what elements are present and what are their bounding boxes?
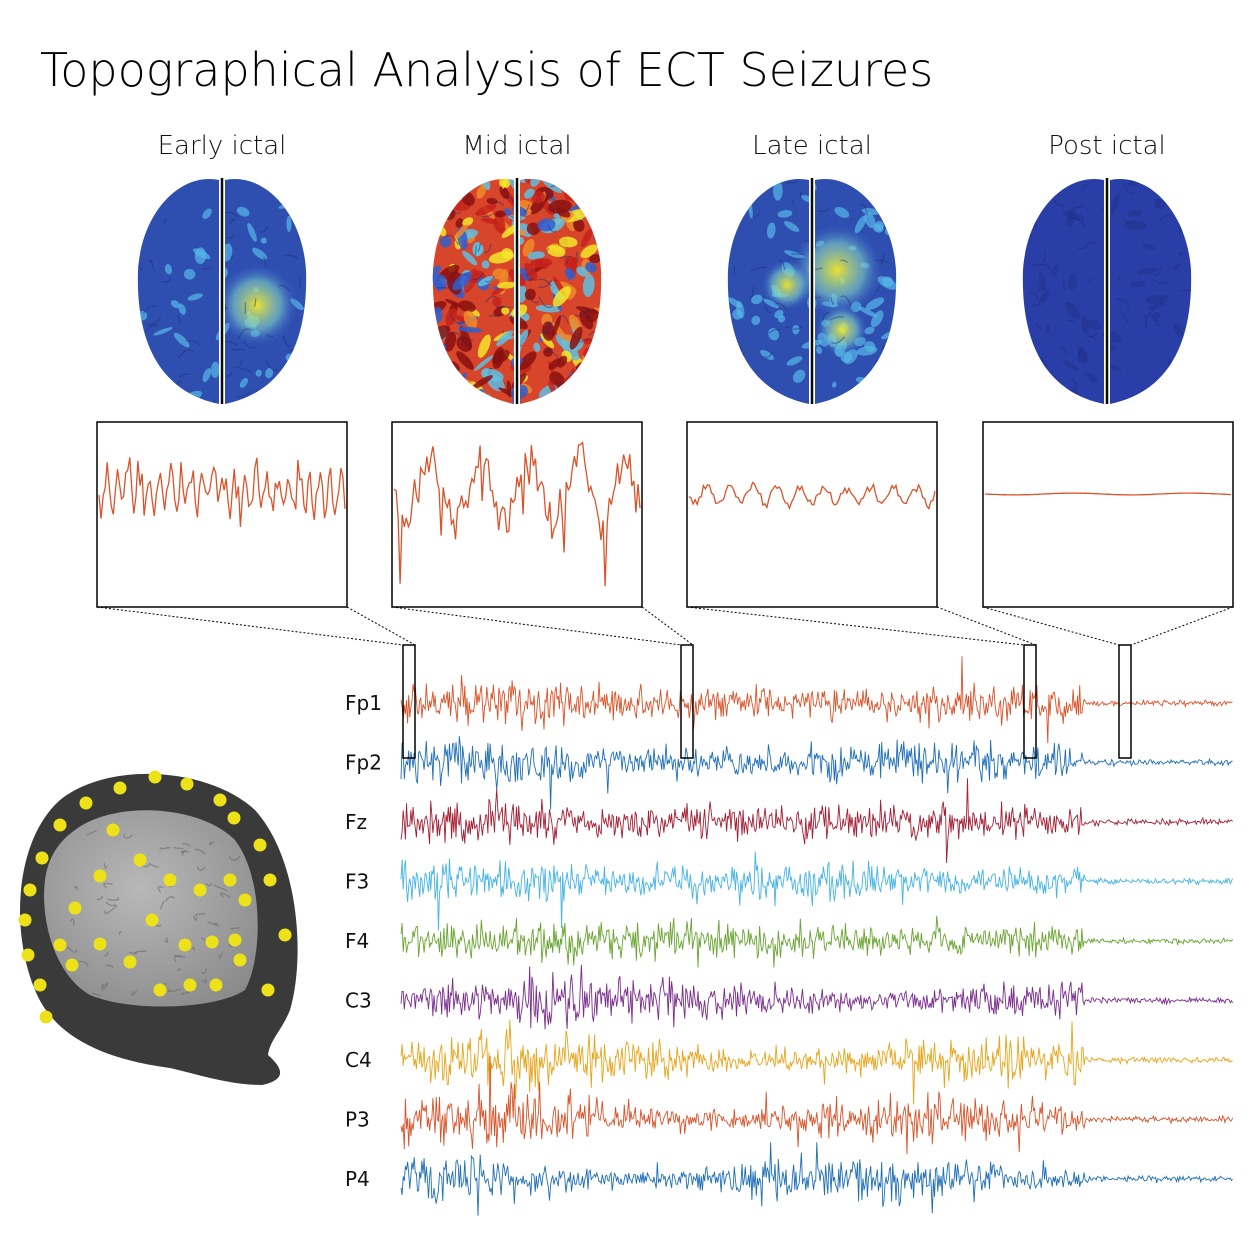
electrode-dot bbox=[65, 958, 79, 972]
electrode-dot bbox=[35, 851, 49, 865]
connector-right-late bbox=[936, 606, 1037, 646]
channel-label-f3: F3 bbox=[345, 870, 369, 894]
zoom-panel-late bbox=[686, 421, 938, 608]
eeg-trace-fp2 bbox=[400, 736, 1233, 810]
electrode-dot bbox=[33, 978, 47, 992]
eeg-trace-p3 bbox=[400, 1055, 1234, 1155]
channel-label-fp1: Fp1 bbox=[345, 691, 382, 715]
electrode-dot bbox=[213, 793, 227, 807]
eeg-trace-p4 bbox=[400, 1142, 1233, 1216]
zoom-trace-early bbox=[98, 457, 346, 527]
electrode-dot bbox=[23, 883, 37, 897]
phase-label-late: Late ictal bbox=[752, 131, 872, 161]
connector-left-post bbox=[982, 606, 1120, 646]
brain-map-late bbox=[727, 178, 897, 404]
channel-label-c4: C4 bbox=[345, 1048, 372, 1072]
channel-label-fp2: Fp2 bbox=[345, 751, 382, 775]
electrode-dot bbox=[209, 978, 223, 992]
zoom-trace-post bbox=[984, 492, 1232, 496]
phase-label-post: Post ictal bbox=[1048, 131, 1166, 161]
electrode-dot bbox=[180, 777, 194, 791]
electrode-dot bbox=[183, 978, 197, 992]
channel-labels: Fp1 Fp2 Fz F3 F4 C3 C4 P3 P4 bbox=[345, 691, 382, 1191]
connector-right-post bbox=[1130, 606, 1234, 646]
electrode-dot bbox=[228, 933, 242, 947]
electrode-dot bbox=[238, 893, 252, 907]
window-marker-late bbox=[1023, 644, 1037, 759]
electrode-dot bbox=[205, 935, 219, 949]
electrode-dot bbox=[278, 928, 292, 942]
electrode-dot bbox=[233, 953, 247, 967]
connector-left-late bbox=[686, 606, 1025, 646]
electrode-dot bbox=[178, 938, 192, 952]
connector-left-mid bbox=[391, 606, 682, 646]
eeg-trace-fp1 bbox=[400, 656, 1233, 744]
channel-label-p4: P4 bbox=[345, 1167, 370, 1191]
electrode-dot bbox=[163, 873, 177, 887]
electrode-dot bbox=[53, 938, 67, 952]
electrode-dot bbox=[53, 818, 67, 832]
head-model-with-electrodes bbox=[18, 770, 298, 1085]
electrode-dot bbox=[21, 948, 35, 962]
connector-right-early bbox=[346, 606, 416, 646]
electrode-dot bbox=[145, 913, 159, 927]
brain-map-post bbox=[1022, 178, 1192, 404]
eeg-trace-fz bbox=[400, 778, 1233, 863]
zoom-panel-mid bbox=[391, 421, 643, 608]
electrode-dot bbox=[253, 838, 267, 852]
zoomed-trace-panels bbox=[96, 421, 1234, 608]
channel-label-f4: F4 bbox=[345, 929, 369, 953]
electrode-dot bbox=[148, 770, 162, 784]
electrode-dot bbox=[227, 811, 241, 825]
zoom-panel-post bbox=[982, 421, 1234, 608]
phase-labels: Early ictal Mid ictal Late ictal Post ic… bbox=[158, 131, 1166, 161]
electrode-dot bbox=[133, 853, 147, 867]
brain-map-early bbox=[137, 178, 307, 404]
time-window-markers bbox=[402, 644, 1132, 759]
connector-right-mid bbox=[641, 606, 694, 646]
electrode-dot bbox=[39, 1010, 53, 1024]
electrode-dot bbox=[261, 983, 275, 997]
brain-map-mid bbox=[432, 178, 602, 404]
channel-label-c3: C3 bbox=[345, 989, 372, 1013]
electrode-dot bbox=[106, 823, 120, 837]
zoom-trace-late bbox=[688, 481, 936, 511]
eeg-traces bbox=[400, 656, 1234, 1216]
electrode-dot bbox=[113, 781, 127, 795]
connector-left-early bbox=[96, 606, 404, 646]
electrode-dot bbox=[193, 883, 207, 897]
eeg-trace-c4 bbox=[400, 1019, 1233, 1105]
electrode-dot bbox=[93, 937, 107, 951]
channel-label-fz: Fz bbox=[345, 810, 367, 834]
brain-topography-maps bbox=[137, 178, 1192, 404]
electrode-dot bbox=[223, 873, 237, 887]
figure-title: Topographical Analysis of ECT Seizures bbox=[40, 43, 933, 97]
cortex-surface bbox=[44, 810, 258, 1007]
channel-label-p3: P3 bbox=[345, 1108, 370, 1132]
eeg-trace-c3 bbox=[400, 964, 1233, 1030]
electrode-dot bbox=[93, 869, 107, 883]
electrode-dot bbox=[153, 983, 167, 997]
phase-label-early: Early ictal bbox=[158, 131, 287, 161]
eeg-trace-f4 bbox=[400, 915, 1233, 968]
electrode-dot bbox=[123, 955, 137, 969]
window-marker-mid bbox=[680, 644, 694, 759]
zoom-trace-mid bbox=[393, 441, 641, 587]
phase-label-mid: Mid ictal bbox=[462, 131, 571, 161]
window-marker-early bbox=[402, 644, 416, 759]
electrode-dot bbox=[68, 901, 82, 915]
window-marker-post bbox=[1118, 644, 1132, 759]
electrode-dot bbox=[18, 913, 32, 927]
electrode-dot bbox=[263, 873, 277, 887]
zoom-connector-lines bbox=[96, 606, 1234, 646]
zoom-panel-early bbox=[96, 421, 348, 608]
electrode-dot bbox=[79, 796, 93, 810]
eeg-trace-f3 bbox=[400, 851, 1234, 931]
